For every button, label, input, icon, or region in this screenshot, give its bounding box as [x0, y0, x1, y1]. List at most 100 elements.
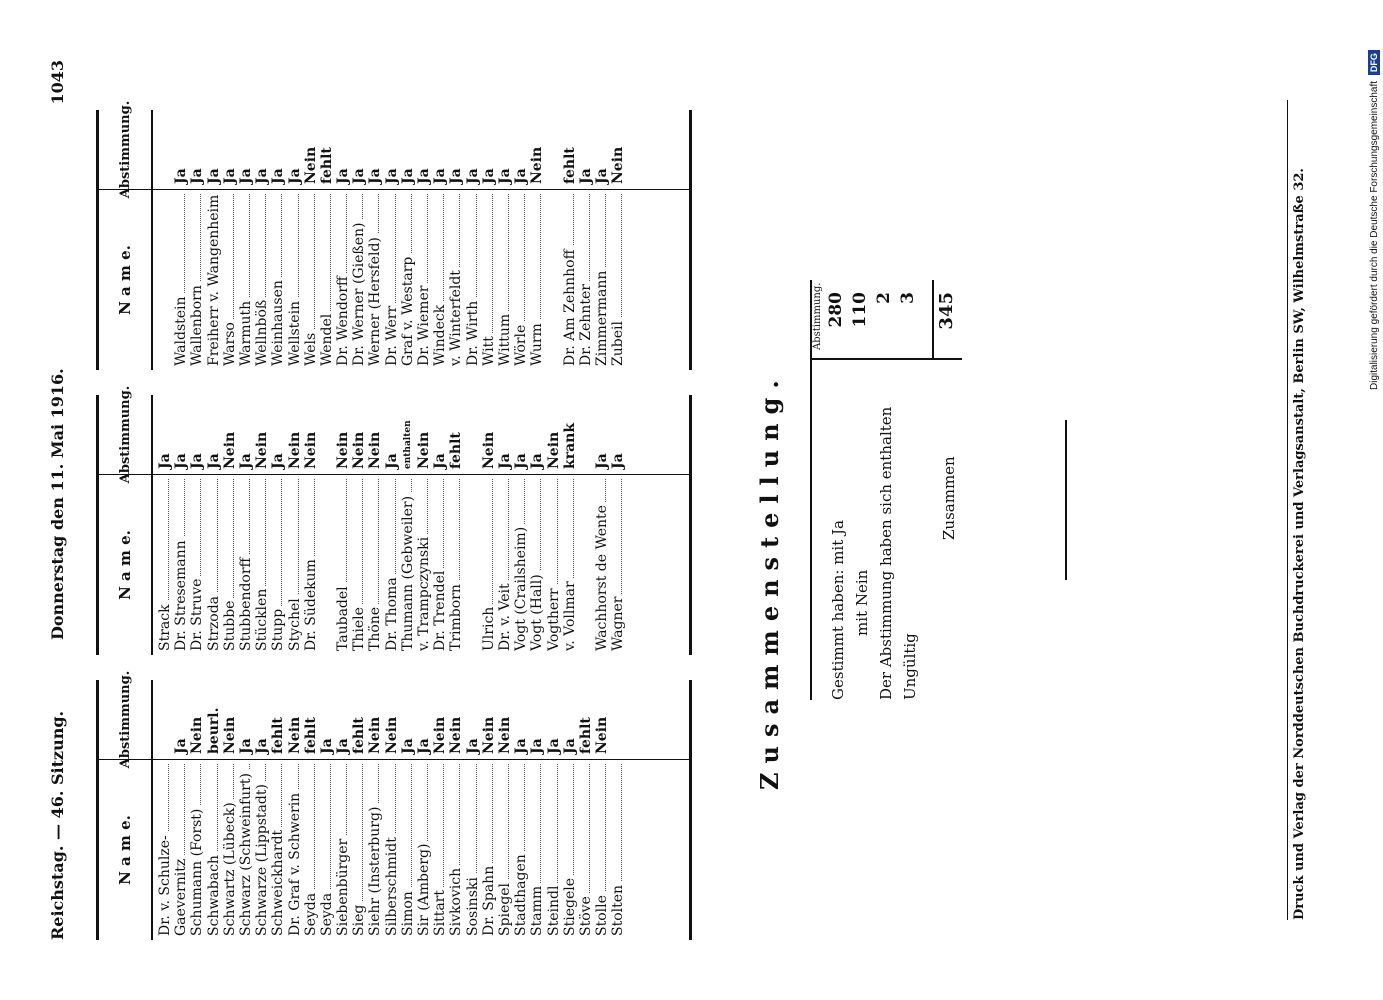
table-row: Wellnböß Ja [254, 110, 271, 370]
row-name-cell: Dr. Spahn [480, 762, 497, 936]
member-name: Stychel [286, 595, 303, 651]
row-name-cell: Dr. Thoma [383, 477, 400, 651]
member-name: Dr. Trendel [432, 567, 449, 651]
row-name-cell [545, 192, 562, 366]
row-name-cell: Dr. Zehnter [577, 192, 594, 366]
table-row: Sittart Nein [432, 680, 449, 940]
member-vote: Ja [464, 168, 481, 184]
row-name-cell: Windeck [432, 192, 449, 366]
table-row: Simon Ja [399, 680, 416, 940]
member-name: Schwarze (Lippstadt) [254, 781, 271, 936]
row-name-cell: Stupp [270, 477, 287, 651]
member-vote: Nein [335, 431, 352, 469]
member-name: Dr. Wendorff [335, 273, 352, 366]
member-vote: Ja [335, 738, 352, 754]
table-row: Zubeil Nein [610, 110, 627, 370]
member-name: Strzoda [205, 592, 222, 651]
member-name: Vogtherr [545, 585, 562, 651]
member-vote: Ja [157, 453, 173, 469]
row-name-cell: Vogt (Crailsheim) [513, 477, 530, 651]
member-name: Wellnböß [254, 296, 271, 366]
table-row: Stiegele Ja [561, 680, 578, 940]
table-row: Wels Nein [302, 110, 319, 370]
member-vote: Nein [286, 716, 303, 754]
row-name-cell: Zimmermann [594, 192, 611, 366]
row-name-cell [577, 477, 594, 651]
member-vote: Ja [416, 738, 432, 754]
member-name: Stiegele [561, 875, 578, 936]
table-row: Graf v. Westarp Ja [399, 110, 416, 370]
member-vote: fehlt [577, 717, 594, 754]
member-vote: Ja [205, 453, 222, 469]
member-vote: Ja [448, 168, 465, 184]
member-vote: Nein [351, 431, 368, 469]
row-name-cell: Witt [480, 192, 497, 366]
summary-title: Zusammenstellung. [755, 371, 784, 790]
member-vote: Ja [496, 453, 513, 469]
member-name: Dr. Zehnter [577, 281, 594, 366]
member-vote: Ja [416, 168, 432, 184]
member-name: Stöve [577, 893, 594, 936]
name-column-header: N a m e. [99, 474, 153, 655]
table-row: Thumann (Gebweiler) enthalten [399, 395, 416, 655]
summary-label-invalid: Ungültig [901, 633, 919, 700]
row-name-cell: Wachhorst de Wente [594, 477, 611, 651]
member-name: Schwabach [205, 852, 222, 936]
member-vote: Ja [383, 453, 400, 469]
member-vote: Nein [480, 431, 497, 469]
row-name-cell: Dr. Struve [189, 477, 206, 651]
member-name: Warso [221, 319, 238, 366]
row-name-cell [157, 192, 173, 366]
digitization-credit: Digitalisierung gefördert durch die Deut… [1368, 50, 1380, 390]
table-row [464, 395, 481, 655]
row-name-cell: Schwarz (Schweinfurt) [237, 762, 254, 936]
table-row: Stychel Nein [286, 395, 303, 655]
member-vote: Nein [254, 431, 271, 469]
row-name-cell: Schumann (Forst) [189, 762, 206, 936]
table-row: Dr. Trendel Ja [432, 395, 449, 655]
member-name: Schwarz (Schweinfurt) [237, 770, 254, 936]
table-row: Schumann (Forst) Nein [189, 680, 206, 940]
row-name-cell: Wellnböß [254, 192, 271, 366]
member-name [545, 363, 562, 366]
member-name: Sieg [351, 901, 368, 936]
member-vote: Ja [513, 453, 530, 469]
member-vote: Nein [189, 716, 206, 754]
row-name-cell: Thumann (Gebweiler) [399, 477, 416, 651]
member-name [318, 648, 335, 651]
table-row: Wachhorst de Wente Ja [594, 395, 611, 655]
member-vote: Nein [432, 716, 449, 754]
table-row: v. Winterfeldt Ja [448, 110, 465, 370]
row-name-cell: Dr. v. Veit [496, 477, 513, 651]
member-vote: Ja [383, 168, 400, 184]
member-name: Taubadel [335, 583, 352, 651]
row-name-cell [464, 477, 481, 651]
member-name: Dr. Werr [383, 302, 400, 366]
vote-table-column-2: N a m e. Abstimmung. Strack Ja Dr. Stresem… [96, 386, 692, 655]
row-name-cell: Wendel [318, 192, 335, 366]
summary-label-abstained: Der Abstimmung haben sich enthalten [877, 406, 895, 700]
member-name: Wallenborn [189, 282, 206, 366]
table-row: Wagner Ja [610, 395, 627, 655]
member-vote: Ja [399, 168, 416, 184]
member-name: Warmuth [237, 297, 254, 366]
summary-sum-value: 345 [936, 292, 957, 330]
member-vote: fehlt [302, 717, 319, 754]
member-vote: Ja [594, 168, 611, 184]
vote-column-header: Abstimmung. [99, 386, 153, 483]
member-name: Dr. Südekum [302, 556, 319, 651]
table-row: Zimmermann Ja [594, 110, 611, 370]
table-row: Dr. Spahn Nein [480, 680, 497, 940]
row-name-cell: Stadthagen [513, 762, 530, 936]
row-name-cell: Wurm [529, 192, 546, 366]
table-row: Freiherr v. Wangenheim Ja [205, 110, 222, 370]
member-name: Vogt (Hall) [529, 571, 546, 651]
member-name: Thiele [351, 604, 368, 651]
member-name: Wendel [318, 310, 335, 366]
member-name: Dr. Stresemann [173, 537, 190, 651]
member-name: Graf v. Westarp [399, 253, 416, 366]
member-vote: Ja [173, 738, 190, 754]
table-row: Werner (Hersfeld) Ja [367, 110, 384, 370]
member-name: Sivkovich [448, 864, 465, 936]
member-name: Stubbe [221, 597, 238, 651]
